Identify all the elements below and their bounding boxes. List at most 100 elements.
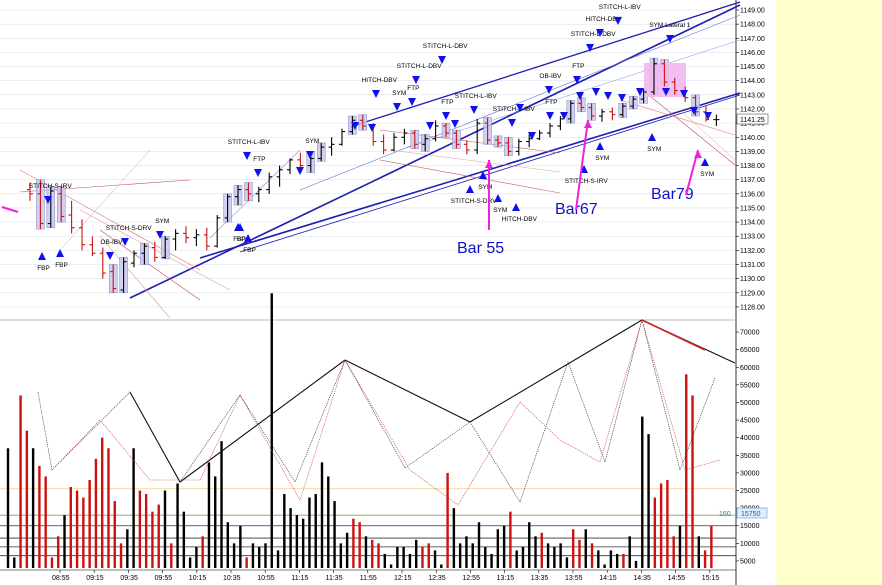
signal-label: FTP <box>572 63 584 70</box>
signal: STITCH-L-IBV <box>455 93 497 114</box>
price-tick-label: 1130.00 <box>740 276 765 283</box>
volume-tag: 160 <box>719 511 731 518</box>
price-tick-label: 1138.00 <box>740 163 765 170</box>
down-arrow-icon <box>254 169 262 177</box>
price-bar <box>318 142 325 162</box>
down-arrow-icon <box>372 90 380 98</box>
down-arrow-icon <box>470 106 478 114</box>
signal-label: STITCH-S-DRV <box>106 225 152 232</box>
signal: SYM <box>305 138 319 159</box>
volume-bar <box>666 479 669 568</box>
volume-bar <box>13 557 16 568</box>
trend-line <box>389 149 561 173</box>
volume-bar <box>597 550 600 568</box>
volume-bar <box>157 504 160 568</box>
volume-bar <box>496 529 500 568</box>
price-bar <box>391 133 397 152</box>
down-arrow-icon <box>604 92 612 100</box>
signal-label: HITCH-DBV <box>362 77 398 84</box>
up-arrow-icon <box>512 203 520 211</box>
price-bar <box>89 236 96 257</box>
price-bar <box>193 229 200 247</box>
volume-bar <box>471 543 474 568</box>
signal: STITCH-L-DBV <box>397 63 442 84</box>
signal-label: OB-IBV <box>100 239 123 246</box>
last-price-tag-box <box>736 113 769 125</box>
signal-label: HITCH-DBV <box>502 216 538 223</box>
signal: HITCH-DBV <box>362 77 398 98</box>
signal-label: FBP <box>233 236 246 243</box>
signal: STITCH-L-IBV <box>599 4 642 25</box>
trend-line <box>99 229 201 301</box>
volume-bar <box>452 508 456 568</box>
volume-bar <box>138 490 142 568</box>
price-bar <box>131 250 137 268</box>
signal-label: FBP <box>243 247 256 254</box>
time-tick-label: 10:15 <box>189 575 207 582</box>
time-tick-label: 09:35 <box>120 575 138 582</box>
volume-tick-label: 15000 <box>740 523 760 530</box>
volume-bar <box>622 553 625 568</box>
signal: FBP <box>243 234 256 254</box>
price-bar <box>162 236 169 259</box>
price-bar <box>214 215 221 248</box>
signal-label: SYM <box>595 155 609 162</box>
trend-line <box>299 14 741 191</box>
price-bar <box>578 97 585 112</box>
price-tick-label: 1144.00 <box>740 78 765 85</box>
volume-bar <box>546 543 550 568</box>
time-tick-label: 14:35 <box>633 575 651 582</box>
price-bar <box>630 96 637 109</box>
trend-line <box>59 149 151 251</box>
signal: HITCH-DBV <box>586 16 622 37</box>
volume-bar <box>38 465 41 568</box>
time-tick-label: 13:35 <box>531 575 549 582</box>
volume-bar <box>132 448 135 568</box>
down-arrow-icon <box>560 112 568 120</box>
volume-bar <box>101 437 104 568</box>
volume-bar <box>358 522 361 568</box>
volume-bar <box>126 529 129 568</box>
signal-label: STITCH-L-DBV <box>571 31 616 38</box>
price-bar <box>183 226 189 244</box>
time-tick-label: 13:15 <box>497 575 515 582</box>
signal: FTP <box>545 99 557 120</box>
price-bar <box>495 135 501 148</box>
zigzag-red-highlight <box>641 319 706 351</box>
price-bar <box>27 182 33 201</box>
up-arrow-icon <box>479 171 487 179</box>
volume-bar <box>615 553 619 568</box>
signal-label: SYM <box>392 90 406 97</box>
price-bar <box>328 137 335 156</box>
signal: STITCH-S-DRV <box>106 225 152 246</box>
time-axis: 08:55 09:15 09:35 09:55 10:15 10:35 10:55 11:15… <box>0 569 736 582</box>
down-arrow-icon <box>528 132 536 140</box>
signal: SYM <box>595 142 609 162</box>
volume-tick-label: 25000 <box>740 488 760 495</box>
price-bar <box>547 123 553 138</box>
price-bar <box>713 114 720 126</box>
volume-bar <box>182 511 186 568</box>
signal-label: STITCH-L-IBV <box>599 4 642 11</box>
volume-tick-label: 40000 <box>740 435 760 442</box>
volume-bar <box>553 546 556 568</box>
volume-bar <box>345 532 349 568</box>
trend-line <box>99 235 171 319</box>
price-tick-label: 1133.00 <box>740 234 765 241</box>
volume-value-tag: 15750 <box>741 511 761 518</box>
volume-bar <box>584 529 587 568</box>
price-bar <box>692 94 699 117</box>
up-arrow-icon <box>466 185 474 193</box>
down-arrow-icon <box>351 122 359 130</box>
down-arrow-icon <box>451 120 459 128</box>
volume-bar <box>220 441 223 568</box>
price-bar <box>235 185 241 206</box>
down-arrow-icon <box>586 44 594 52</box>
volume-bar <box>144 494 148 568</box>
magenta-arrow-head-icon <box>584 120 592 128</box>
last-value-tags: 1141.25 160 15750 <box>719 113 769 519</box>
price-bars <box>27 58 720 293</box>
price-bar <box>349 116 356 135</box>
volume-bar <box>691 395 694 568</box>
price-bar <box>484 117 491 145</box>
